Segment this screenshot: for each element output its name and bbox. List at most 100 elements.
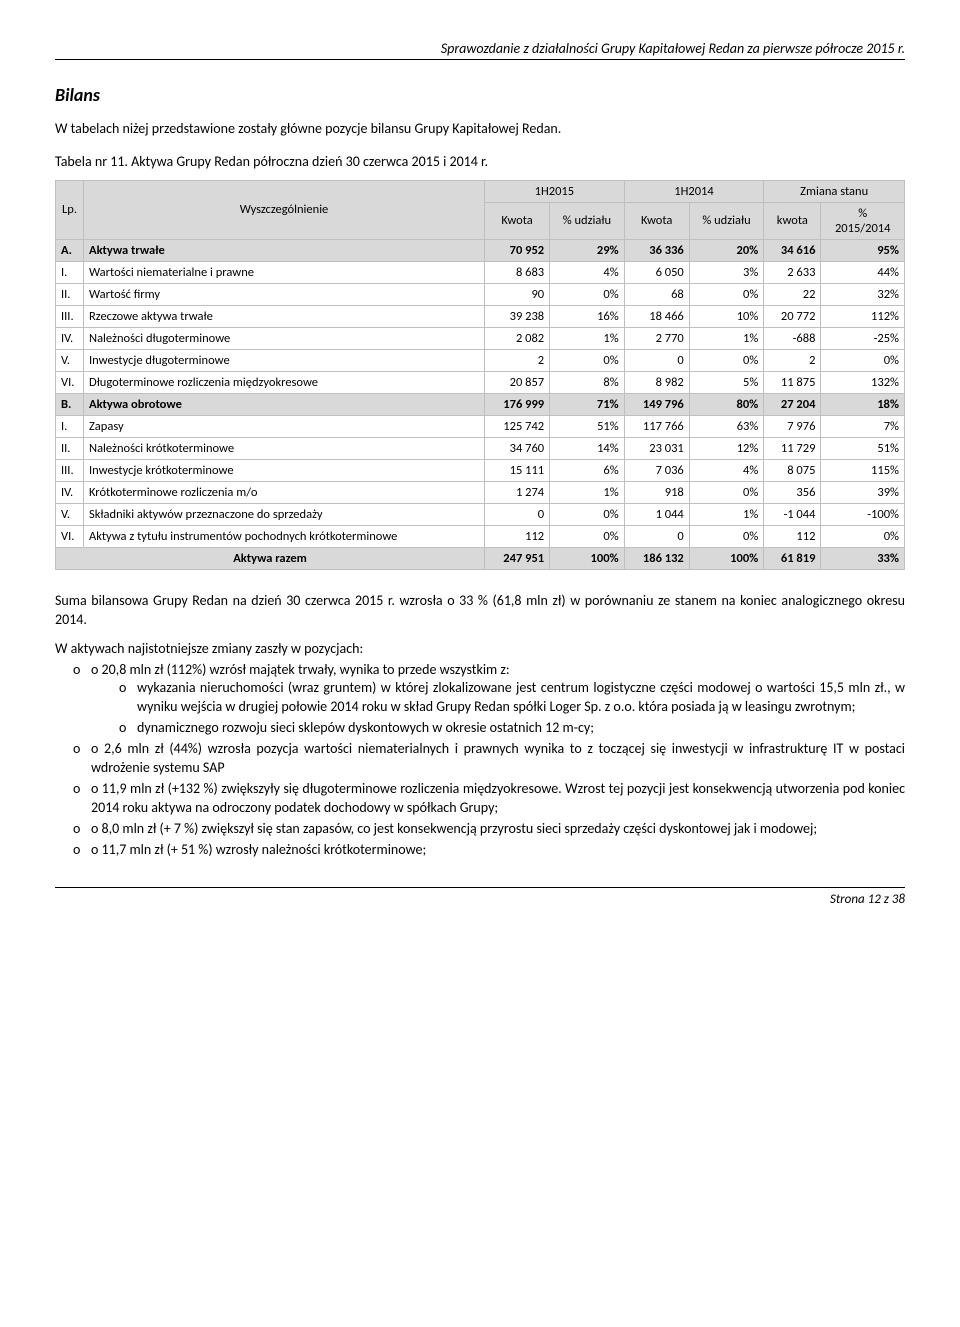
cell-label: Wartości niematerialne i prawne (84, 261, 485, 283)
sub-list-item: dynamicznego rozwoju sieci sklepów dysko… (119, 719, 905, 738)
th-pctchg: % 2015/2014 (821, 202, 905, 239)
cell-p1: 14% (550, 437, 625, 459)
cell-v2: 8 982 (624, 371, 689, 393)
cell-label: Aktywa z tytułu instrumentów pochodnych … (84, 525, 485, 547)
list-item: o 11,9 mln zł (+132 %) zwiększyły się dł… (73, 780, 905, 818)
cell-d: 8 075 (764, 459, 821, 481)
sub-list-item: wykazania nieruchomości (wraz gruntem) w… (119, 679, 905, 717)
cell-p1: 0% (550, 503, 625, 525)
cell-p1: 8% (550, 371, 625, 393)
cell-label: Krótkoterminowe rozliczenia m/o (84, 481, 485, 503)
cell-label: Zapasy (84, 415, 485, 437)
th-kwota3: kwota (764, 202, 821, 239)
cell-p1: 4% (550, 261, 625, 283)
cell-dp: -25% (821, 327, 905, 349)
table-row: III.Inwestycje krótkoterminowe15 1116%7 … (56, 459, 905, 481)
list-item: o 8,0 mln zł (+ 7 %) zwiększył się stan … (73, 820, 905, 839)
cell-dp: 18% (821, 393, 905, 415)
th-kwota1: Kwota (485, 202, 550, 239)
cell-d: 34 616 (764, 239, 821, 261)
cell-lp: IV. (56, 327, 84, 349)
table-row: V.Inwestycje długoterminowe20%00%20% (56, 349, 905, 371)
table-row: I.Wartości niematerialne i prawne8 6834%… (56, 261, 905, 283)
cell-v2: 7 036 (624, 459, 689, 481)
cell-p2: 1% (689, 503, 764, 525)
cell-label: Inwestycje krótkoterminowe (84, 459, 485, 481)
list-item: o 11,7 mln zł (+ 51 %) wzrosły należnośc… (73, 841, 905, 860)
cell-v2: 186 132 (624, 547, 689, 569)
cell-label: Należności krótkoterminowe (84, 437, 485, 459)
cell-p1: 0% (550, 283, 625, 305)
cell-lp: V. (56, 503, 84, 525)
cell-p2: 80% (689, 393, 764, 415)
cell-v2: 18 466 (624, 305, 689, 327)
cell-p2: 4% (689, 459, 764, 481)
cell-p1: 100% (550, 547, 625, 569)
table-row: VI.Długoterminowe rozliczenia międzyokre… (56, 371, 905, 393)
cell-v2: 0 (624, 525, 689, 547)
cell-dp: 0% (821, 525, 905, 547)
cell-lp: II. (56, 437, 84, 459)
cell-v1: 70 952 (485, 239, 550, 261)
changes-list: o 20,8 mln zł (112%) wzrósł majątek trwa… (55, 661, 905, 860)
cell-lp: I. (56, 261, 84, 283)
th-wysz: Wyszczególnienie (84, 180, 485, 239)
cell-lp: VI. (56, 371, 84, 393)
intro-text: W tabelach niżej przedstawione zostały g… (55, 120, 905, 139)
cell-v1: 2 (485, 349, 550, 371)
cell-v2: 2 770 (624, 327, 689, 349)
th-pctchg-bottom: 2015/2014 (835, 221, 891, 236)
page-footer: Strona 12 z 38 (55, 887, 905, 907)
cell-dp: 0% (821, 349, 905, 371)
cell-v2: 6 050 (624, 261, 689, 283)
sub-list: wykazania nieruchomości (wraz gruntem) w… (91, 679, 905, 738)
cell-dp: 39% (821, 481, 905, 503)
cell-dp: 32% (821, 283, 905, 305)
cell-label: Długoterminowe rozliczenia międzyokresow… (84, 371, 485, 393)
cell-lp: B. (56, 393, 84, 415)
cell-v1: 247 951 (485, 547, 550, 569)
cell-v2: 23 031 (624, 437, 689, 459)
cell-label: Wartość firmy (84, 283, 485, 305)
table-row: IV.Należności długoterminowe2 0821%2 770… (56, 327, 905, 349)
cell-dp: 95% (821, 239, 905, 261)
cell-dp: 44% (821, 261, 905, 283)
table-row: I.Zapasy125 74251%117 76663%7 9767% (56, 415, 905, 437)
page-header: Sprawozdanie z działalności Grupy Kapita… (55, 40, 905, 60)
cell-dp: -100% (821, 503, 905, 525)
cell-dp: 112% (821, 305, 905, 327)
table-row: III.Rzeczowe aktywa trwałe39 23816%18 46… (56, 305, 905, 327)
cell-v1: 15 111 (485, 459, 550, 481)
cell-p2: 12% (689, 437, 764, 459)
section-title: Bilans (55, 84, 905, 106)
cell-p1: 0% (550, 525, 625, 547)
table-row-total: Aktywa razem247 951100%186 132100%61 819… (56, 547, 905, 569)
cell-label: Rzeczowe aktywa trwałe (84, 305, 485, 327)
cell-v1: 90 (485, 283, 550, 305)
table-row: V.Składniki aktywów przeznaczone do sprz… (56, 503, 905, 525)
cell-v2: 918 (624, 481, 689, 503)
cell-p2: 1% (689, 327, 764, 349)
table-row: VI.Aktywa z tytułu instrumentów pochodny… (56, 525, 905, 547)
cell-v1: 34 760 (485, 437, 550, 459)
cell-lp: III. (56, 459, 84, 481)
table-row: B.Aktywa obrotowe176 99971%149 79680%27 … (56, 393, 905, 415)
cell-dp: 132% (821, 371, 905, 393)
cell-label: Aktywa trwałe (84, 239, 485, 261)
cell-d: 2 (764, 349, 821, 371)
cell-label: Inwestycje długoterminowe (84, 349, 485, 371)
cell-v1: 2 082 (485, 327, 550, 349)
cell-p2: 10% (689, 305, 764, 327)
cell-d: 11 729 (764, 437, 821, 459)
th-kwota2: Kwota (624, 202, 689, 239)
cell-v1: 0 (485, 503, 550, 525)
cell-v1: 39 238 (485, 305, 550, 327)
cell-lp: III. (56, 305, 84, 327)
cell-p2: 63% (689, 415, 764, 437)
cell-d: 356 (764, 481, 821, 503)
th-pctchg-top: % (858, 206, 867, 221)
cell-lp: A. (56, 239, 84, 261)
cell-dp: 7% (821, 415, 905, 437)
table-row: II.Wartość firmy900%680%2232% (56, 283, 905, 305)
cell-lp: IV. (56, 481, 84, 503)
